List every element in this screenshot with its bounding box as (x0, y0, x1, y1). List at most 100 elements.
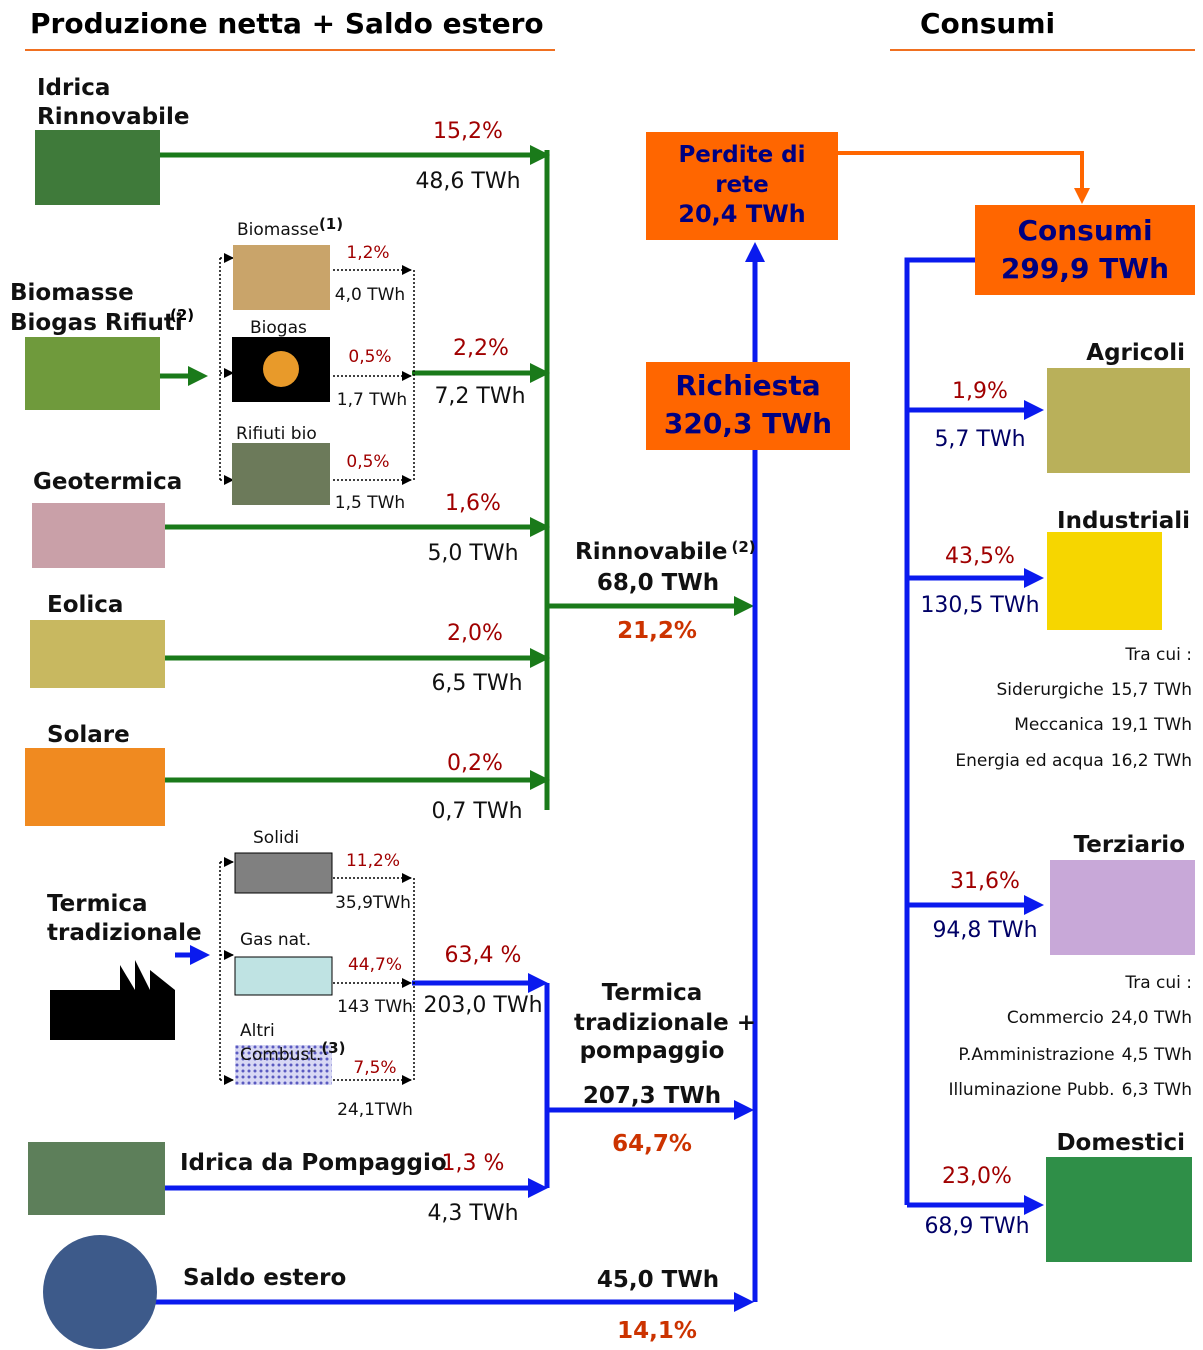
sector-label: Domestici (1056, 1130, 1185, 1156)
component-label: Biomasse(1) (237, 215, 343, 240)
breakdown-value: 15,7 TWh (1111, 680, 1192, 700)
rinnovabile-value: 68,0 TWh (597, 570, 719, 596)
source-label: Saldo estero (183, 1265, 346, 1291)
component-percent: 7,5% (353, 1058, 396, 1078)
source-label: Biogas Rifiuti (10, 310, 183, 336)
image-globe (43, 1235, 157, 1349)
breakdown-row: Illuminazione Pubb. 6,3 TWh (948, 1080, 1192, 1100)
breakdown-label: Illuminazione Pubb. (948, 1080, 1114, 1100)
termica-percent: 64,7% (612, 1131, 692, 1157)
image-agricoli (1047, 368, 1190, 473)
images (25, 130, 1195, 1349)
breakdown-row: Meccanica 19,1 TWh (1014, 715, 1192, 735)
breakdown-value: 4,5 TWh (1122, 1045, 1192, 1065)
component-label: Altri (240, 1021, 275, 1041)
image-eolica (30, 620, 165, 688)
component-percent: 0,5% (346, 452, 389, 472)
source-value: 45,0 TWh (597, 1267, 719, 1293)
termica-label: tradizionale + (574, 1010, 756, 1036)
component-label: Combust.(3) (240, 1039, 345, 1065)
component-label: Combust. (240, 1045, 321, 1065)
component-label: Gas nat. (240, 930, 311, 950)
source-label: Geotermica (33, 469, 182, 495)
source-note: (2) (170, 306, 194, 324)
source-label: Termica (47, 891, 148, 917)
source-label: Solare (47, 722, 130, 748)
breakdown-value: 24,0 TWh (1111, 1008, 1192, 1028)
richiesta-label: Richiesta (675, 369, 820, 402)
source-value: 203,0 TWh (423, 993, 542, 1018)
component-note: (1) (319, 215, 343, 233)
source-percent: 1,3 % (442, 1151, 505, 1176)
rinnovabile-note: (2) (732, 538, 756, 556)
image-biogas-flame (263, 351, 299, 387)
box-altri (235, 1045, 332, 1085)
component-label: Biomasse (237, 220, 319, 240)
texts: Produzione netta + Saldo estero Consumi … (10, 7, 1192, 1344)
termica-label: Termica (602, 980, 703, 1006)
breakdown-row: Commercio 24,0 TWh (1007, 1008, 1192, 1028)
breakdown-label: Energia ed acqua (955, 751, 1103, 771)
sector-label: Industriali (1057, 508, 1190, 534)
sector-value: 94,8 TWh (932, 918, 1037, 943)
component-label: Biogas (250, 318, 307, 338)
breakdown-label: Siderurgiche (996, 680, 1103, 700)
sector-percent: 23,0% (942, 1164, 1012, 1189)
consumi-value: 299,9 TWh (1001, 252, 1169, 285)
breakdown-value: 6,3 TWh (1122, 1080, 1192, 1100)
sector-percent: 43,5% (945, 544, 1015, 569)
box-consumi (975, 205, 1195, 295)
source-percent: 15,2% (433, 119, 503, 144)
richiesta-value: 320,3 TWh (664, 407, 832, 440)
connector (904, 257, 975, 1205)
sector-percent: 31,6% (950, 869, 1020, 894)
source-label: Idrica da Pompaggio (180, 1150, 447, 1176)
perdite-label: Perdite di (678, 142, 805, 168)
source-percent: 2,0% (447, 621, 503, 646)
component-percent: 44,7% (348, 955, 402, 975)
termica-value: 207,3 TWh (583, 1083, 721, 1109)
source-label: Biomasse (10, 280, 134, 306)
rinnovabile-percent: 21,2% (617, 618, 697, 644)
source-value: 0,7 TWh (431, 799, 522, 824)
perdite-value: 20,4 TWh (678, 200, 806, 228)
box-richiesta (646, 362, 850, 450)
sector-label: Agricoli (1086, 340, 1185, 366)
source-label: Rinnovabile (37, 104, 190, 130)
image-idrica (35, 130, 160, 205)
breakdown-label: P.Amministrazione (958, 1045, 1114, 1065)
rinnovabile-label: Rinnovabile (575, 539, 728, 565)
source-value: 48,6 TWh (415, 169, 520, 194)
source-value: 4,3 TWh (427, 1201, 518, 1226)
source-percent: 63,4 % (445, 943, 522, 968)
breakdown-title: Tra cui : (1124, 973, 1192, 993)
termica-label: pompaggio (580, 1038, 725, 1064)
image-geotermica (32, 503, 165, 568)
component-value: 35,9TWh (335, 893, 411, 913)
component-label: Rifiuti bio (236, 424, 317, 444)
component-percent: 0,5% (348, 347, 391, 367)
source-percent: 2,2% (453, 336, 509, 361)
box-gas (234, 956, 333, 996)
sector-percent: 1,9% (952, 379, 1008, 404)
component-note: (3) (321, 1039, 345, 1057)
image-biomasse (25, 337, 160, 410)
box-solidi (234, 852, 333, 894)
image-biomasse-sub (233, 245, 330, 310)
source-label: Eolica (47, 592, 123, 618)
source-percent: 14,1% (617, 1318, 697, 1344)
source-value: 6,5 TWh (431, 671, 522, 696)
component-value: 4,0 TWh (335, 285, 405, 305)
image-pompaggio (28, 1142, 165, 1215)
sector-label: Terziario (1074, 832, 1185, 858)
breakdown-row: P.Amministrazione 4,5 TWh (958, 1045, 1192, 1065)
sector-value: 5,7 TWh (934, 427, 1025, 452)
component-value: 24,1TWh (337, 1100, 413, 1120)
source-label: tradizionale (47, 920, 202, 946)
breakdown-label: Meccanica (1014, 715, 1104, 735)
source-percent: 0,2% (447, 751, 503, 776)
source-value: 5,0 TWh (427, 541, 518, 566)
image-solare (25, 748, 165, 826)
header-right: Consumi (920, 7, 1055, 40)
